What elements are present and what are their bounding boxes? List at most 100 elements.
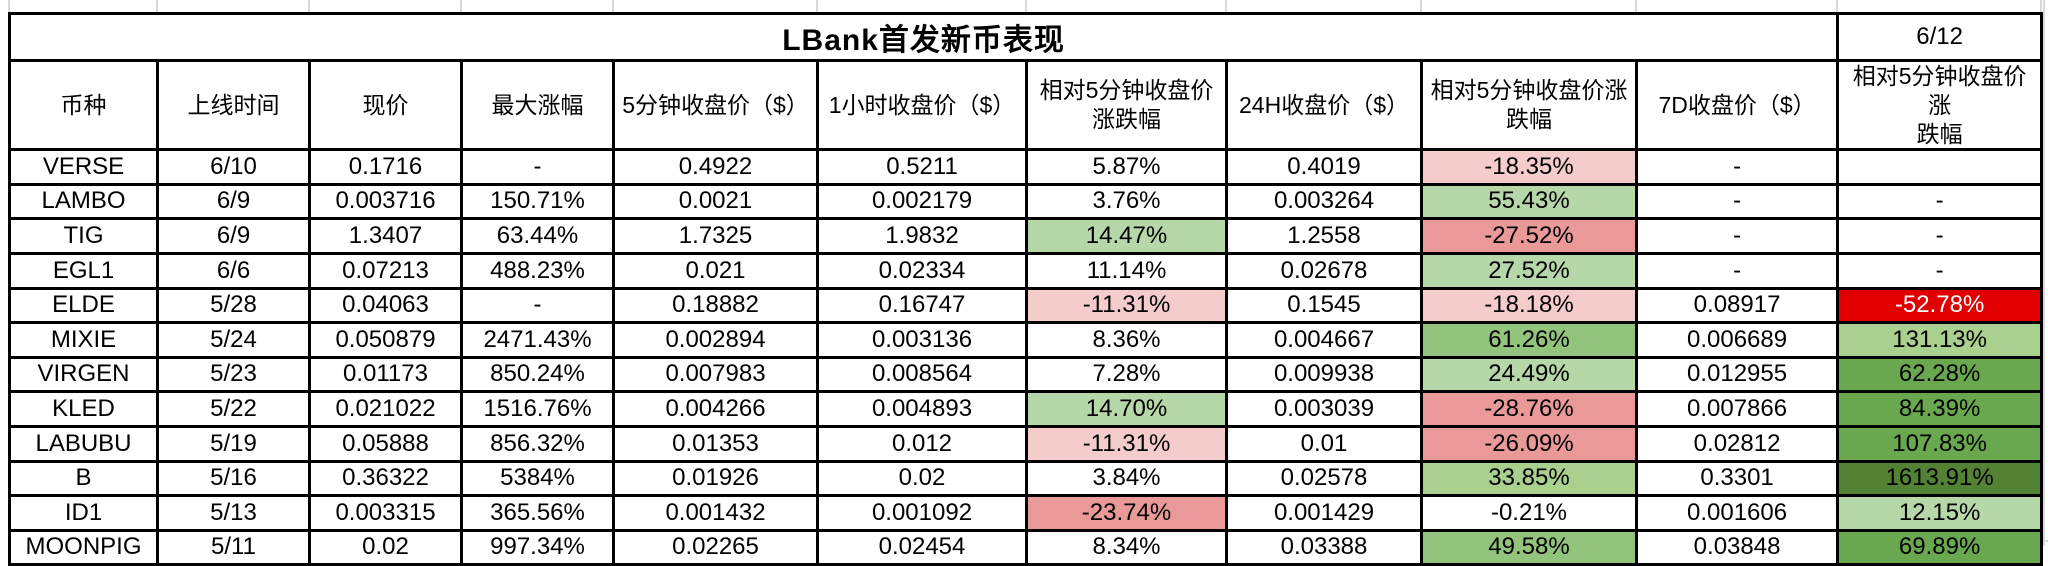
cell-tig-current-price[interactable]: 1.3407 [308,217,463,256]
cell-moonpig-max-gain[interactable]: 997.34% [460,528,615,566]
cell-virgen-max-gain[interactable]: 850.24% [460,355,615,394]
cell-mixie-current-price[interactable]: 0.050879 [308,321,463,359]
cell-id1-listing-date[interactable]: 5/13 [156,494,311,532]
cell-tig-close-7d[interactable]: - [1634,217,1840,256]
cell-labubu-change-5min-vs-24h[interactable]: -26.09% [1420,425,1638,463]
cell-kled-change-5min-vs-24h[interactable]: -28.76% [1420,390,1638,428]
cell-virgen-close-5min[interactable]: 0.007983 [612,355,819,394]
cell-virgen-change-5min-vs-1h[interactable]: 7.28% [1025,355,1228,394]
cell-verse-change-5min-vs-1h[interactable]: 5.87% [1025,148,1228,186]
cell-id1-close-7d[interactable]: 0.001606 [1634,494,1840,532]
cell-tig-close-5min[interactable]: 1.7325 [612,217,819,256]
column-header-close-7d[interactable]: 7D收盘价（$） [1634,58,1840,152]
cell-moonpig-listing-date[interactable]: 5/11 [156,528,311,566]
cell-id1-max-gain[interactable]: 365.56% [460,494,615,532]
cell-b-max-gain[interactable]: 5384% [460,459,615,498]
cell-verse-close-5min[interactable]: 0.4922 [612,148,819,186]
cell-mixie-close-1h[interactable]: 0.003136 [816,321,1028,359]
cell-tig-change-5min-vs-7d[interactable]: - [1836,217,2044,256]
cell-egl1-close-24h[interactable]: 0.02678 [1225,252,1423,290]
cell-kled-current-price[interactable]: 0.021022 [308,390,463,428]
cell-verse-listing-date[interactable]: 6/10 [156,148,311,186]
cell-virgen-close-24h[interactable]: 0.009938 [1225,355,1423,394]
cell-egl1-coin[interactable]: EGL1 [8,252,159,290]
cell-virgen-coin[interactable]: VIRGEN [8,355,159,394]
cell-b-change-5min-vs-24h[interactable]: 33.85% [1420,459,1638,498]
cell-moonpig-close-5min[interactable]: 0.02265 [612,528,819,566]
cell-egl1-close-5min[interactable]: 0.021 [612,252,819,290]
cell-moonpig-change-5min-vs-24h[interactable]: 49.58% [1420,528,1638,566]
cell-elde-listing-date[interactable]: 5/28 [156,286,311,325]
cell-lambo-listing-date[interactable]: 6/9 [156,182,311,221]
cell-id1-current-price[interactable]: 0.003315 [308,494,463,532]
cell-egl1-current-price[interactable]: 0.07213 [308,252,463,290]
cell-egl1-close-1h[interactable]: 0.02334 [816,252,1028,290]
cell-lambo-max-gain[interactable]: 150.71% [460,182,615,221]
cell-moonpig-change-5min-vs-1h[interactable]: 8.34% [1025,528,1228,566]
cell-elde-change-5min-vs-7d[interactable]: -52.78% [1836,286,2044,325]
cell-id1-coin[interactable]: ID1 [8,494,159,532]
cell-b-close-5min[interactable]: 0.01926 [612,459,819,498]
cell-virgen-change-5min-vs-24h[interactable]: 24.49% [1420,355,1638,394]
cell-mixie-change-5min-vs-7d[interactable]: 131.13% [1836,321,2044,359]
cell-labubu-max-gain[interactable]: 856.32% [460,425,615,463]
cell-verse-change-5min-vs-24h[interactable]: -18.35% [1420,148,1638,186]
cell-mixie-max-gain[interactable]: 2471.43% [460,321,615,359]
cell-egl1-change-5min-vs-7d[interactable]: - [1836,252,2044,290]
cell-tig-coin[interactable]: TIG [8,217,159,256]
cell-elde-coin[interactable]: ELDE [8,286,159,325]
cell-elde-close-24h[interactable]: 0.1545 [1225,286,1423,325]
cell-elde-change-5min-vs-1h[interactable]: -11.31% [1025,286,1228,325]
cell-mixie-close-5min[interactable]: 0.002894 [612,321,819,359]
column-header-close-1h[interactable]: 1小时收盘价（$） [816,58,1028,152]
cell-kled-change-5min-vs-1h[interactable]: 14.70% [1025,390,1228,428]
cell-verse-close-1h[interactable]: 0.5211 [816,148,1028,186]
cell-id1-change-5min-vs-1h[interactable]: -23.74% [1025,494,1228,532]
cell-kled-close-24h[interactable]: 0.003039 [1225,390,1423,428]
cell-id1-change-5min-vs-24h[interactable]: -0.21% [1420,494,1638,532]
cell-lambo-close-5min[interactable]: 0.0021 [612,182,819,221]
cell-b-close-24h[interactable]: 0.02578 [1225,459,1423,498]
cell-labubu-coin[interactable]: LABUBU [8,425,159,463]
cell-lambo-close-1h[interactable]: 0.002179 [816,182,1028,221]
cell-tig-listing-date[interactable]: 6/9 [156,217,311,256]
cell-lambo-current-price[interactable]: 0.003716 [308,182,463,221]
cell-virgen-change-5min-vs-7d[interactable]: 62.28% [1836,355,2044,394]
cell-kled-coin[interactable]: KLED [8,390,159,428]
cell-elde-close-7d[interactable]: 0.08917 [1634,286,1840,325]
cell-labubu-listing-date[interactable]: 5/19 [156,425,311,463]
cell-labubu-close-7d[interactable]: 0.02812 [1634,425,1840,463]
cell-lambo-change-5min-vs-24h[interactable]: 55.43% [1420,182,1638,221]
cell-egl1-listing-date[interactable]: 6/6 [156,252,311,290]
cell-id1-close-1h[interactable]: 0.001092 [816,494,1028,532]
cell-mixie-coin[interactable]: MIXIE [8,321,159,359]
cell-verse-close-7d[interactable]: - [1634,148,1840,186]
cell-labubu-close-5min[interactable]: 0.01353 [612,425,819,463]
cell-kled-close-7d[interactable]: 0.007866 [1634,390,1840,428]
cell-virgen-close-7d[interactable]: 0.012955 [1634,355,1840,394]
cell-elde-max-gain[interactable]: - [460,286,615,325]
cell-labubu-current-price[interactable]: 0.05888 [308,425,463,463]
cell-b-coin[interactable]: B [8,459,159,498]
cell-egl1-change-5min-vs-24h[interactable]: 27.52% [1420,252,1638,290]
cell-verse-coin[interactable]: VERSE [8,148,159,186]
cell-mixie-change-5min-vs-1h[interactable]: 8.36% [1025,321,1228,359]
cell-lambo-close-7d[interactable]: - [1634,182,1840,221]
cell-mixie-close-7d[interactable]: 0.006689 [1634,321,1840,359]
cell-labubu-change-5min-vs-7d[interactable]: 107.83% [1836,425,2044,463]
cell-elde-close-5min[interactable]: 0.18882 [612,286,819,325]
cell-moonpig-coin[interactable]: MOONPIG [8,528,159,566]
cell-lambo-close-24h[interactable]: 0.003264 [1225,182,1423,221]
cell-verse-current-price[interactable]: 0.1716 [308,148,463,186]
cell-b-close-1h[interactable]: 0.02 [816,459,1028,498]
column-header-listing-date[interactable]: 上线时间 [156,58,311,152]
cell-verse-close-24h[interactable]: 0.4019 [1225,148,1423,186]
column-header-change-5min-vs-7d[interactable]: 相对5分钟收盘价涨 跌幅 [1836,58,2044,152]
column-header-close-5min[interactable]: 5分钟收盘价（$） [612,58,819,152]
cell-egl1-max-gain[interactable]: 488.23% [460,252,615,290]
column-header-coin[interactable]: 币种 [8,58,159,152]
column-header-max-gain[interactable]: 最大涨幅 [460,58,615,152]
cell-mixie-close-24h[interactable]: 0.004667 [1225,321,1423,359]
cell-labubu-change-5min-vs-1h[interactable]: -11.31% [1025,425,1228,463]
column-header-close-24h[interactable]: 24H收盘价（$） [1225,58,1423,152]
